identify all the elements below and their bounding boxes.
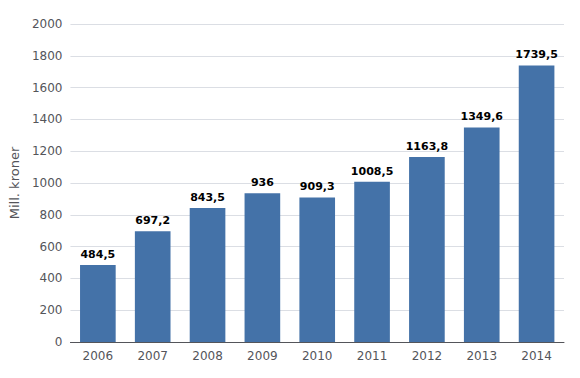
svg-text:1008,5: 1008,5 [351,165,393,178]
svg-text:600: 600 [40,240,63,254]
svg-text:400: 400 [40,271,63,285]
svg-text:484,5: 484,5 [80,248,115,261]
svg-text:200: 200 [40,303,63,317]
svg-text:2012: 2012 [412,349,443,363]
svg-text:2010: 2010 [302,349,333,363]
svg-text:800: 800 [40,208,63,222]
svg-text:1000: 1000 [32,176,63,190]
svg-text:936: 936 [251,176,274,189]
svg-text:2007: 2007 [137,349,168,363]
svg-text:1800: 1800 [32,49,63,63]
svg-text:1739,5: 1739,5 [515,48,557,61]
svg-text:2009: 2009 [247,349,278,363]
svg-text:2006: 2006 [83,349,114,363]
svg-text:909,3: 909,3 [300,180,335,193]
svg-text:0: 0 [55,335,63,349]
svg-text:2000: 2000 [32,17,63,31]
svg-text:1200: 1200 [32,144,63,158]
svg-text:Mill. kroner: Mill. kroner [7,146,22,219]
svg-text:697,2: 697,2 [135,214,170,227]
svg-text:1400: 1400 [32,112,63,126]
svg-text:843,5: 843,5 [190,191,225,204]
svg-text:2008: 2008 [192,349,223,363]
svg-text:2011: 2011 [357,349,388,363]
svg-text:2013: 2013 [466,349,497,363]
svg-text:1163,8: 1163,8 [406,140,448,153]
svg-text:1600: 1600 [32,81,63,95]
svg-text:1349,6: 1349,6 [461,110,504,123]
svg-text:2014: 2014 [521,349,552,363]
